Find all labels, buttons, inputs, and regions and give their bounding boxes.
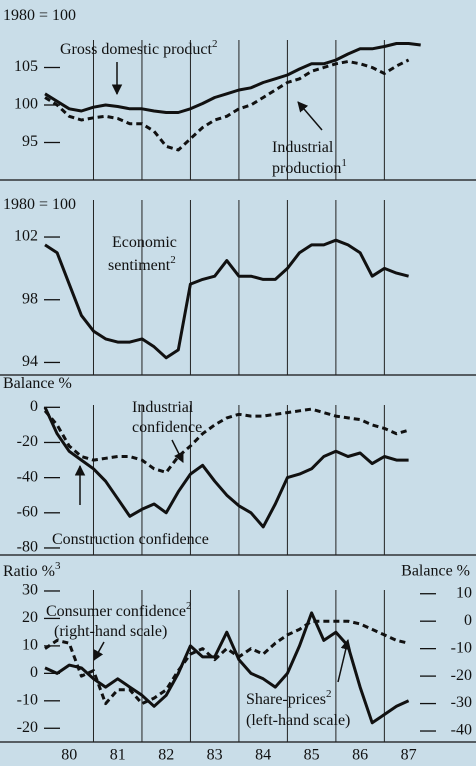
y-tick-label: -20 [17,433,38,450]
annotation: Consumer confidence2 [46,600,191,620]
annotation-sup: 2 [186,600,192,612]
annotation-sup: 2 [212,38,218,50]
annotation-text: confidence [132,419,202,436]
arrow [337,638,351,683]
x-tick-label: 86 [352,747,368,764]
y-axis-label: Ratio %3 [3,560,61,580]
arrow [171,439,184,463]
y-tick-label: -40 [17,468,38,485]
y-tick-label: 100 [14,96,38,113]
annotation-text: Economic [112,234,177,251]
annotation: confidence [132,419,202,436]
y-tick-label: 0 [30,398,38,415]
annotation-text: (right-hand scale) [54,623,167,640]
y-axis-label-text: 1980 = 100 [3,7,76,24]
y-tick-label: 98 [22,290,38,307]
arrows [74,62,351,683]
y2-tick-label: 10 [456,584,472,601]
arrow [297,101,323,131]
x-tick-label: 82 [158,747,174,764]
y2-tick-label: -40 [451,722,472,739]
y-tick-label: 95 [22,133,38,150]
y2-tick-label: -30 [451,694,472,711]
series-line [44,611,410,725]
annotation-text: Construction confidence [52,531,209,548]
y-tick-label: 105 [14,58,38,75]
annotation-text: production [272,160,341,177]
annotation: Share-prices2 [246,688,331,708]
y-axis-label: 1980 = 100 [3,7,76,24]
annotation-text: Industrial [272,139,334,156]
annotation: Industrial [132,399,194,416]
x-tick-label: 84 [255,747,271,764]
y-axis-label-text: Balance % [3,375,72,392]
y-tick-label: 0 [30,664,38,681]
annotation-text: Share-prices [246,691,326,708]
series-line [44,42,421,114]
series-line [44,238,409,360]
y2-tick-label: -20 [451,667,472,684]
y2-axis-label: Balance % [401,563,470,580]
x-tick-label: 85 [304,747,320,764]
y2-tick-label: 0 [464,612,472,629]
annotation: (right-hand scale) [54,623,167,640]
annotation-text: sentiment [108,257,171,274]
y-tick-label: -80 [17,539,38,556]
x-tick-label: 83 [207,747,223,764]
y-tick-label: 94 [22,353,38,370]
annotation: Gross domestic product2 [60,38,217,58]
annotation: Economic [112,234,177,251]
y-tick-label: -20 [17,719,38,736]
y-axis-label: 1980 = 100 [3,196,76,213]
annotation: Industrial [272,139,334,156]
x-tick-label: 80 [61,747,77,764]
y-tick-label: 30 [22,582,38,599]
x-tick-label: 81 [110,747,126,764]
series-line [44,619,409,706]
y-axis-label-text: Ratio % [3,563,55,580]
y-axis-label-sup: 3 [55,560,61,572]
y2-tick-label: -10 [451,639,472,656]
annotation-text: Industrial [132,399,194,416]
y-axis-label-text: 1980 = 100 [3,196,76,213]
y-tick-label: -60 [17,503,38,520]
annotation: production1 [272,157,347,177]
arrow [93,641,105,661]
series-line [43,406,409,529]
series-line [44,58,410,152]
series-line [43,407,410,474]
annotation-sup: 2 [170,254,176,266]
annotation-sup: 1 [341,157,347,169]
y-tick-label: 20 [22,609,38,626]
annotation-text: (left-hand scale) [246,712,350,729]
x-tick-label: 87 [401,747,417,764]
annotation-text: Gross domestic product [60,41,213,58]
annotation-text: Consumer confidence [46,603,186,620]
y-tick-label: 102 [14,228,38,245]
y-axis-label: Balance % [3,375,72,392]
y-tick-label: 10 [22,637,38,654]
annotation: Construction confidence [52,531,209,548]
y-tick-label: -10 [17,691,38,708]
annotation: (left-hand scale) [246,712,350,729]
annotation: sentiment2 [108,254,176,274]
annotation-sup: 2 [326,688,332,700]
